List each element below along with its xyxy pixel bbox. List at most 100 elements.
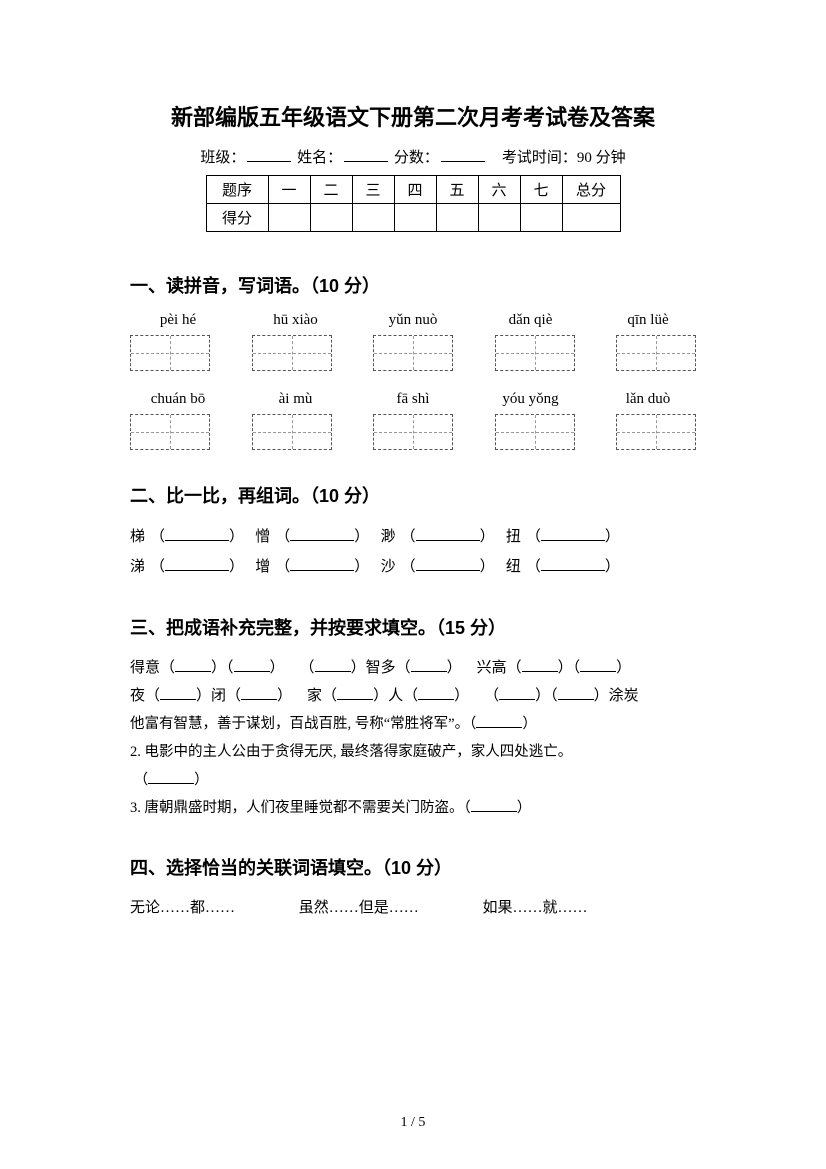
blank[interactable]: [160, 686, 196, 700]
t: ）智多（: [351, 660, 411, 676]
blank[interactable]: [234, 658, 270, 672]
section-2-heading: 二、比一比，再组词。（10 分）: [130, 482, 696, 508]
t: ）: [194, 772, 209, 788]
q3-sentence: 他富有智慧，善于谋划，百战百胜, 号称“常胜将军”。（）: [130, 710, 696, 738]
q3-sentence: （）: [130, 766, 696, 794]
q3-idiom-line: 夜（）闭（） 家（）人（） （）（）涂炭: [130, 682, 696, 710]
blank[interactable]: [175, 658, 211, 672]
answer-box[interactable]: [252, 335, 332, 371]
col-cell: 五: [436, 176, 478, 204]
option: 虽然……但是……: [299, 900, 419, 916]
blank[interactable]: [290, 557, 354, 571]
page-number: 1 / 5: [0, 1115, 826, 1131]
student-info-line: 班级： 姓名： 分数： 考试时间：90 分钟: [130, 146, 696, 167]
score-cell[interactable]: [562, 204, 620, 232]
char: 渺: [381, 522, 401, 552]
blank[interactable]: [418, 686, 454, 700]
score-cell[interactable]: [310, 204, 352, 232]
blank[interactable]: [416, 527, 480, 541]
q3-idiom-line: 得意（）（） （）智多（） 兴高（）（）: [130, 654, 696, 682]
total-cell: 总分: [562, 176, 620, 204]
char: 增: [255, 552, 275, 582]
blank[interactable]: [471, 798, 517, 812]
t: ）: [447, 660, 462, 676]
answer-box[interactable]: [373, 414, 453, 450]
answer-box[interactable]: [616, 335, 696, 371]
char: 纽: [506, 552, 526, 582]
answer-box[interactable]: [130, 335, 210, 371]
t: ）: [454, 688, 469, 704]
blank[interactable]: [476, 714, 522, 728]
score-cell[interactable]: [352, 204, 394, 232]
t: 3. 唐朝鼎盛时期，人们夜里睡觉都不需要关门防盗。（: [130, 800, 471, 816]
score-cell[interactable]: [436, 204, 478, 232]
answer-box[interactable]: [252, 414, 332, 450]
score-blank[interactable]: [441, 146, 485, 162]
q2-line: 梯（） 憎（） 渺（） 扭（）: [130, 522, 696, 552]
t: ）: [616, 660, 631, 676]
answer-box[interactable]: [495, 335, 575, 371]
answer-box-row: [130, 335, 696, 371]
blank[interactable]: [165, 557, 229, 571]
char: 涕: [130, 552, 150, 582]
char: 梯: [130, 522, 150, 552]
blank[interactable]: [411, 658, 447, 672]
table-row: 得分: [206, 204, 620, 232]
score-label: 分数：: [394, 150, 439, 166]
blank[interactable]: [541, 527, 605, 541]
blank[interactable]: [241, 686, 277, 700]
pinyin-item: qīn lüè: [600, 312, 696, 329]
score-cell[interactable]: [520, 204, 562, 232]
answer-box[interactable]: [616, 414, 696, 450]
score-cell[interactable]: [394, 204, 436, 232]
answer-box[interactable]: [130, 414, 210, 450]
blank[interactable]: [580, 658, 616, 672]
page-title: 新部编版五年级语文下册第二次月考考试卷及答案: [130, 100, 696, 132]
class-blank[interactable]: [247, 146, 291, 162]
score-cell[interactable]: [268, 204, 310, 232]
t: 他富有智慧，善于谋划，百战百胜, 号称“常胜将军”。（: [130, 716, 476, 732]
blank[interactable]: [315, 658, 351, 672]
t: （: [134, 772, 149, 788]
t: ）（: [558, 660, 581, 676]
answer-box[interactable]: [495, 414, 575, 450]
blank[interactable]: [499, 686, 535, 700]
col-cell: 三: [352, 176, 394, 204]
t: （: [484, 688, 499, 704]
t: 兴高（: [477, 660, 522, 676]
blank[interactable]: [541, 557, 605, 571]
q4-options: 无论……都…… 虽然……但是…… 如果……就……: [130, 894, 696, 922]
blank[interactable]: [522, 658, 558, 672]
table-row: 题序 一 二 三 四 五 六 七 总分: [206, 176, 620, 204]
name-label: 姓名：: [297, 150, 342, 166]
pinyin-item: fā shì: [365, 391, 461, 408]
t: ）涂炭: [594, 688, 639, 704]
score-cell[interactable]: [478, 204, 520, 232]
option: 如果……就……: [483, 900, 588, 916]
q3-sentence: 3. 唐朝鼎盛时期，人们夜里睡觉都不需要关门防盗。（ ）: [130, 794, 696, 822]
score-table: 题序 一 二 三 四 五 六 七 总分 得分: [206, 175, 621, 232]
row-header: 题序: [206, 176, 268, 204]
answer-box-row: [130, 414, 696, 450]
pinyin-row: pèi hé hū xiào yǔn nuò dǎn qiè qīn lüè: [130, 312, 696, 329]
class-label: 班级：: [200, 150, 245, 166]
pinyin-item: yǔn nuò: [365, 312, 461, 329]
name-blank[interactable]: [344, 146, 388, 162]
pinyin-item: ài mù: [248, 391, 344, 408]
blank[interactable]: [290, 527, 354, 541]
answer-box[interactable]: [373, 335, 453, 371]
blank[interactable]: [148, 770, 194, 784]
t: ）: [517, 800, 532, 816]
col-cell: 六: [478, 176, 520, 204]
blank[interactable]: [416, 557, 480, 571]
pinyin-item: lǎn duò: [600, 391, 696, 408]
blank[interactable]: [337, 686, 373, 700]
pinyin-item: pèi hé: [130, 312, 226, 329]
pinyin-item: chuán bō: [130, 391, 226, 408]
row-header: 得分: [206, 204, 268, 232]
blank[interactable]: [558, 686, 594, 700]
col-cell: 七: [520, 176, 562, 204]
t: ）（: [535, 688, 558, 704]
q3-sentence: 2. 电影中的主人公由于贪得无厌, 最终落得家庭破产，家人四处逃亡。: [130, 738, 696, 766]
blank[interactable]: [165, 527, 229, 541]
